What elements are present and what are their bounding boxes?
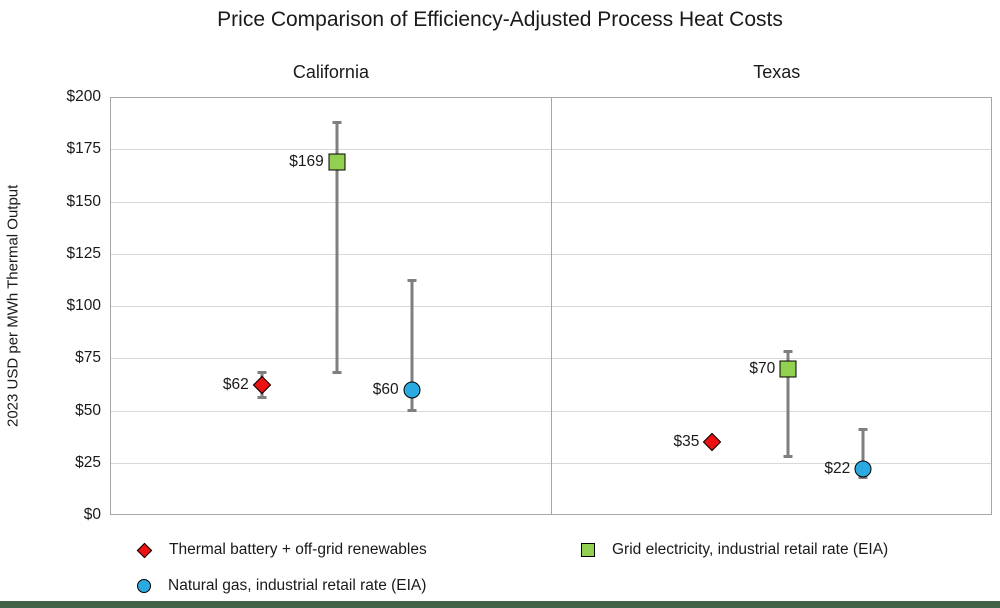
error-bar-cap [332,371,342,375]
legend-item: Natural gas, industrial retail rate (EIA… [137,577,426,595]
y-tick-label: $200 [66,88,101,105]
error-bar-cap [407,279,417,283]
y-tick-label: $150 [66,192,101,210]
point-label: $169 [289,152,324,170]
error-bar-cap [858,427,868,431]
y-tick-label: $25 [75,453,101,471]
error-bar-cap [407,409,417,412]
legend-label: Thermal battery + off-grid renewables [169,541,427,558]
marker-square [779,360,797,378]
error-bar-cap [783,454,793,458]
legend-label: Grid electricity, industrial retail rate… [612,541,889,558]
legend-marker-circle [137,579,151,593]
marker-circle [403,381,421,399]
error-bar-cap [783,350,793,354]
legend-marker-square [581,543,595,557]
point-label: $22 [824,460,851,478]
error-bar-cap [257,396,267,400]
y-tick-label: $100 [66,297,101,314]
panel-title: California [292,62,369,82]
y-tick-label: $50 [75,401,101,419]
point-label: $62 [222,376,249,394]
error-bar [861,429,865,478]
y-tick-label: $75 [75,349,101,367]
point-label: $60 [372,380,399,398]
error-bar [786,351,790,457]
error-bar-cap [257,371,267,375]
panel-divider [551,97,552,515]
point-label: $35 [673,432,700,450]
marker-circle [854,460,872,478]
chart-title: Price Comparison of Efficiency-Adjusted … [217,8,783,31]
y-tick-label: $125 [66,244,101,262]
y-tick-label: $0 [83,506,101,523]
legend-label: Natural gas, industrial retail rate (EIA… [168,577,427,594]
error-bar-cap [332,120,342,124]
legend-marker-diamond [136,542,153,558]
legend-item: Thermal battery + off-grid renewables [136,541,427,559]
y-axis-title: 2023 USD per MWh Thermal Output [4,184,22,428]
point-label: $70 [749,359,776,377]
error-bar [410,280,414,411]
panel-title: Texas [753,62,801,82]
legend-item: Grid electricity, industrial retail rate… [581,541,888,559]
footer-bar [0,601,1000,608]
y-tick-label: $175 [66,140,101,158]
marker-square [328,153,346,171]
error-bar [335,122,339,373]
